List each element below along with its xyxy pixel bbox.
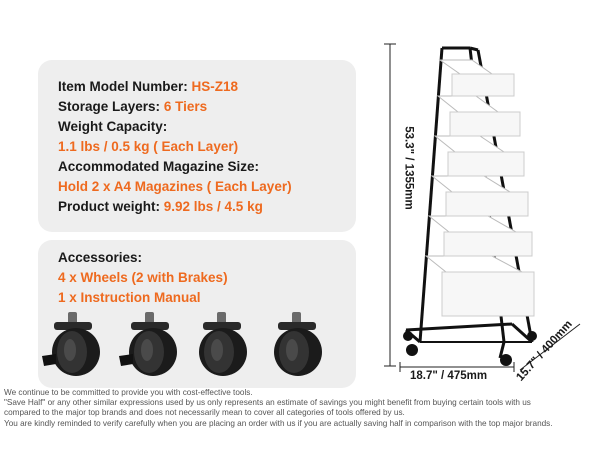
accessory-wheels: 4 x Wheels (2 with Brakes)	[58, 270, 228, 285]
width-dimension-line	[399, 362, 515, 372]
disclaimer-text: We continue to be committed to provide y…	[4, 388, 600, 429]
caster-wheel-with-brake-icon	[119, 312, 177, 376]
disclaimer-line: You are kindly reminded to verify carefu…	[4, 418, 553, 428]
disclaimer-line: compared to the major top brands and doe…	[4, 408, 405, 418]
weight-capacity-label-row: Weight Capacity:	[58, 119, 167, 134]
storage-layers-row: Storage Layers: 6 Tiers	[58, 99, 207, 114]
height-dimension-line	[384, 43, 396, 367]
accessory-manual: 1 x Instruction Manual	[58, 290, 201, 305]
model-number-label: Item Model Number:	[58, 79, 188, 94]
accessories-title-row: Accessories:	[58, 250, 142, 265]
depth-dimension-line	[519, 323, 581, 371]
specifications-panel	[38, 60, 356, 232]
model-number-value: HS-Z18	[191, 79, 239, 94]
product-weight-row: Product weight: 9.92 lbs / 4.5 kg	[58, 199, 263, 214]
weight-capacity-value-row: 1.1 lbs / 0.5 kg ( Each Layer)	[58, 139, 238, 154]
magazine-size-value: Hold 2 x A4 Magazines ( Each Layer)	[58, 179, 292, 194]
magazine-rack-image	[403, 46, 537, 366]
caster-wheel-icon	[199, 312, 247, 376]
accessory-manual-row: 1 x Instruction Manual	[58, 290, 201, 305]
storage-layers-label: Storage Layers:	[58, 99, 161, 114]
weight-capacity-label: Weight Capacity:	[58, 119, 168, 134]
magazine-size-value-row: Hold 2 x A4 Magazines ( Each Layer)	[58, 179, 292, 194]
disclaimer-line: We continue to be committed to provide y…	[4, 388, 253, 397]
model-number-row: Item Model Number: HS-Z18	[58, 79, 238, 94]
magazine-size-label: Accommodated Magazine Size:	[58, 159, 260, 174]
weight-capacity-value: 1.1 lbs / 0.5 kg ( Each Layer)	[58, 139, 239, 154]
product-weight-label: Product weight:	[58, 199, 160, 214]
product-weight-value: 9.92 lbs / 4.5 kg	[163, 199, 263, 214]
caster-wheel-icon	[274, 312, 322, 376]
disclaimer-line: "Save Half" or any other similar express…	[4, 398, 531, 408]
accessory-wheels-row: 4 x Wheels (2 with Brakes)	[58, 270, 228, 285]
caster-wheel-with-brake-icon	[42, 312, 100, 376]
storage-layers-value: 6 Tiers	[163, 99, 208, 114]
width-dimension-label: 18.7" / 475mm	[410, 370, 488, 382]
accessories-title: Accessories:	[58, 250, 143, 265]
height-dimension-label: 53.3" / 1355mm	[402, 126, 415, 210]
magazine-size-label-row: Accommodated Magazine Size:	[58, 159, 259, 174]
